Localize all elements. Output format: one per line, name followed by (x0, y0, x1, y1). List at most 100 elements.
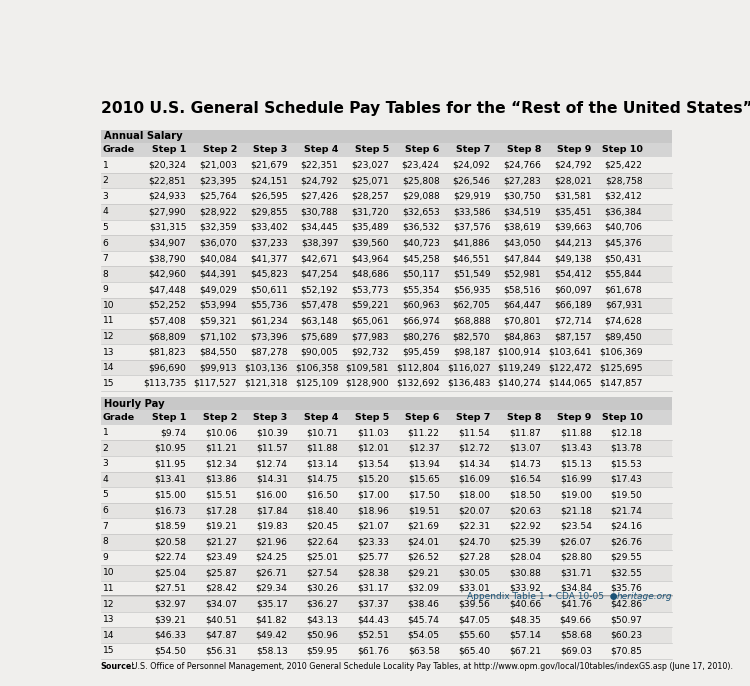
Text: $20.45: $20.45 (306, 521, 338, 531)
Text: $21.69: $21.69 (408, 521, 440, 531)
Text: $16.54: $16.54 (509, 475, 541, 484)
Text: 4: 4 (103, 475, 108, 484)
Text: $81,823: $81,823 (148, 348, 186, 357)
Text: $29,855: $29,855 (250, 207, 288, 216)
Text: $98,187: $98,187 (453, 348, 491, 357)
Text: $53,773: $53,773 (352, 285, 389, 294)
Text: $13.14: $13.14 (307, 460, 338, 469)
Text: $41.82: $41.82 (256, 615, 288, 624)
Text: Source:: Source: (100, 662, 135, 671)
Text: $21.27: $21.27 (205, 537, 237, 546)
Text: $18.50: $18.50 (509, 490, 541, 499)
Text: $15.20: $15.20 (357, 475, 389, 484)
Text: $15.65: $15.65 (408, 475, 440, 484)
Text: $46.33: $46.33 (154, 630, 186, 640)
Bar (100, 612, 672, 628)
Text: $70.85: $70.85 (610, 646, 643, 655)
Text: 11: 11 (103, 584, 114, 593)
Text: $28,257: $28,257 (351, 192, 389, 201)
Text: 5: 5 (103, 223, 108, 232)
Text: $43,050: $43,050 (503, 239, 541, 248)
Text: $36,384: $36,384 (604, 207, 643, 216)
Text: $55,844: $55,844 (604, 270, 643, 279)
Text: $103,641: $103,641 (548, 348, 592, 357)
Text: $74,628: $74,628 (604, 316, 643, 325)
Text: $59.95: $59.95 (307, 646, 338, 655)
Text: $35,451: $35,451 (554, 207, 592, 216)
Bar (100, 220, 672, 235)
Bar (100, 266, 672, 282)
Text: $82,570: $82,570 (453, 332, 491, 341)
Text: $103,136: $103,136 (244, 363, 288, 372)
Text: 3: 3 (103, 192, 108, 201)
Text: $47,448: $47,448 (148, 285, 186, 294)
Text: $16.73: $16.73 (154, 506, 186, 515)
Text: $40.51: $40.51 (205, 615, 237, 624)
Text: $11.88: $11.88 (307, 444, 338, 453)
Text: $25,422: $25,422 (604, 161, 643, 169)
Bar (100, 397, 672, 410)
Text: $57,478: $57,478 (301, 301, 338, 310)
Text: $31.71: $31.71 (560, 569, 592, 578)
Text: $23.54: $23.54 (560, 521, 592, 531)
Text: $13.54: $13.54 (357, 460, 389, 469)
Text: $23,027: $23,027 (351, 161, 389, 169)
Text: $36,532: $36,532 (402, 223, 439, 232)
Text: $28,758: $28,758 (604, 176, 643, 185)
Text: 15: 15 (103, 379, 114, 388)
Text: $67,931: $67,931 (604, 301, 643, 310)
Text: $10.06: $10.06 (205, 428, 237, 437)
Text: $21,003: $21,003 (199, 161, 237, 169)
Text: Step 7: Step 7 (456, 145, 490, 154)
Text: $23.33: $23.33 (357, 537, 389, 546)
Text: 11: 11 (103, 316, 114, 325)
Text: heritage.org: heritage.org (616, 592, 672, 601)
Text: 1: 1 (103, 428, 108, 437)
Text: $10.95: $10.95 (154, 444, 186, 453)
Text: $34,907: $34,907 (148, 239, 186, 248)
Text: $54.05: $54.05 (408, 630, 440, 640)
Text: $22.64: $22.64 (306, 537, 338, 546)
Text: $54,412: $54,412 (554, 270, 592, 279)
Text: Grade: Grade (103, 413, 134, 422)
Text: $54.50: $54.50 (154, 646, 186, 655)
Text: $58.13: $58.13 (256, 646, 288, 655)
Text: $25.04: $25.04 (154, 569, 186, 578)
Text: $27.54: $27.54 (306, 569, 338, 578)
Text: $22,351: $22,351 (301, 161, 338, 169)
Text: 14: 14 (103, 630, 114, 640)
Text: $21.96: $21.96 (256, 537, 288, 546)
Text: Step 4: Step 4 (304, 145, 338, 154)
Bar (100, 189, 672, 204)
Text: $41,377: $41,377 (250, 254, 288, 263)
Text: $61,234: $61,234 (250, 316, 288, 325)
Bar (100, 440, 672, 456)
Text: $65.40: $65.40 (458, 646, 490, 655)
Text: $70,801: $70,801 (503, 316, 541, 325)
Text: Step 6: Step 6 (405, 145, 439, 154)
Text: $13.94: $13.94 (408, 460, 440, 469)
Text: Step 9: Step 9 (557, 145, 592, 154)
Text: $19.51: $19.51 (408, 506, 440, 515)
Text: Step 9: Step 9 (557, 413, 592, 422)
Text: $26.07: $26.07 (560, 537, 592, 546)
Text: Step 10: Step 10 (602, 413, 643, 422)
Text: $47,254: $47,254 (301, 270, 338, 279)
Text: $29,088: $29,088 (402, 192, 439, 201)
Text: 7: 7 (103, 521, 108, 531)
Text: $92,732: $92,732 (351, 348, 389, 357)
Text: $41,886: $41,886 (453, 239, 491, 248)
Text: $30.26: $30.26 (306, 584, 338, 593)
Text: $63,148: $63,148 (301, 316, 338, 325)
Text: $25.87: $25.87 (205, 569, 237, 578)
Text: $24,766: $24,766 (503, 161, 541, 169)
Bar (100, 143, 672, 157)
Text: $80,276: $80,276 (402, 332, 439, 341)
Text: $87,157: $87,157 (554, 332, 592, 341)
Text: $106,358: $106,358 (295, 363, 338, 372)
Bar (100, 235, 672, 251)
Bar (100, 298, 672, 313)
Text: $17.84: $17.84 (256, 506, 288, 515)
Text: $122,472: $122,472 (548, 363, 592, 372)
Bar (100, 519, 672, 534)
